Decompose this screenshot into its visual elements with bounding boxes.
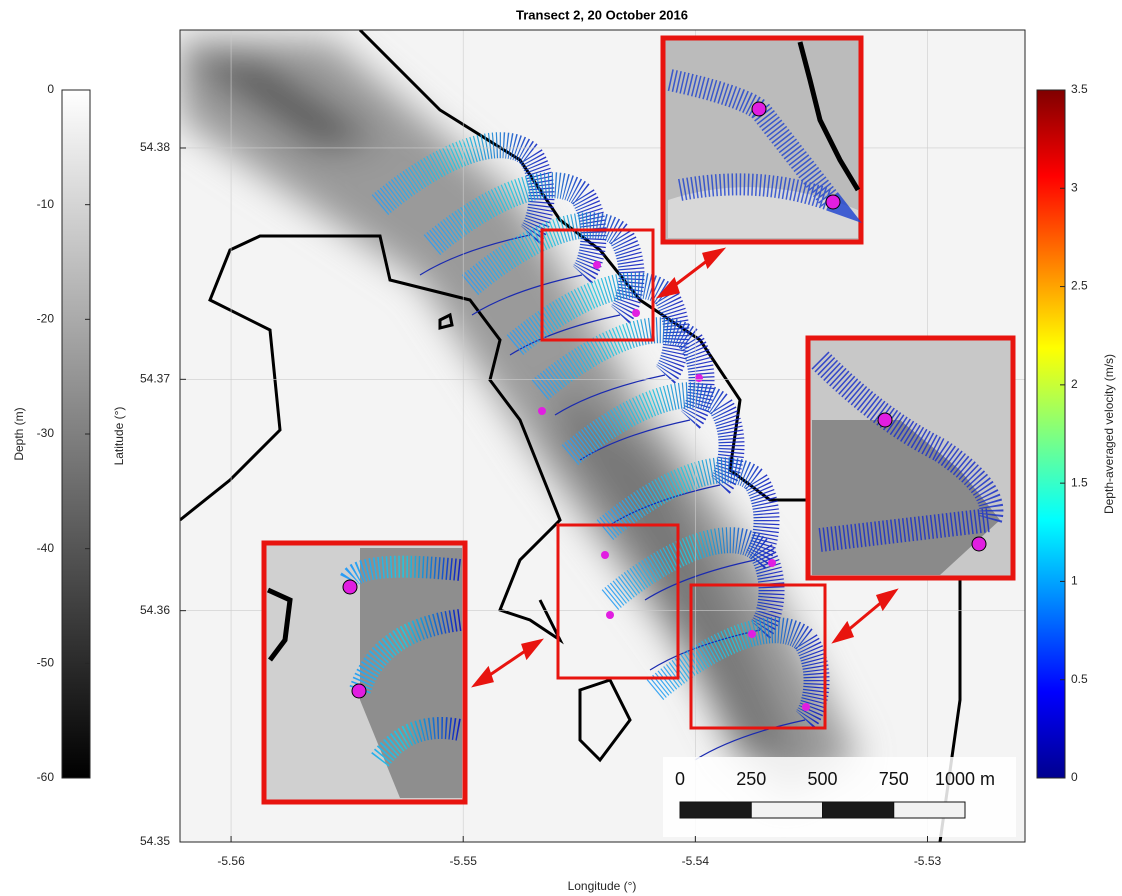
y-tick-label: 54.35 xyxy=(140,834,170,848)
colorbar-tick-label: -50 xyxy=(37,656,55,670)
station xyxy=(352,684,366,698)
colorbar-tick-label: 1.5 xyxy=(1071,475,1088,489)
colorbar-tick-label: 2 xyxy=(1071,377,1078,391)
colorbar-tick-label: 2.5 xyxy=(1071,279,1088,293)
colorbar-tick-label: -30 xyxy=(37,426,55,440)
y-tick-label: 54.37 xyxy=(140,371,170,385)
scale-bar-segment xyxy=(751,802,822,818)
colorbar-tick-label: 0 xyxy=(1071,770,1078,784)
scale-bar-segment xyxy=(823,802,894,818)
colorbar-tick-label: 3.5 xyxy=(1071,82,1088,96)
y-tick-label: 54.38 xyxy=(140,140,170,154)
station xyxy=(593,261,601,269)
x-tick-label: -5.53 xyxy=(914,854,942,868)
station xyxy=(972,537,986,551)
station xyxy=(826,195,840,209)
colorbar-tick-label: 1 xyxy=(1071,574,1078,588)
colorbar-tick-label: -60 xyxy=(37,770,55,784)
colorbar-tick-label: -10 xyxy=(37,197,55,211)
station xyxy=(538,407,546,415)
station xyxy=(632,309,640,317)
scale-bar-label: 750 xyxy=(879,769,909,789)
x-axis-label: Longitude (°) xyxy=(568,879,637,893)
x-tick-label: -5.55 xyxy=(450,854,478,868)
velocity-colorbar xyxy=(1037,90,1065,778)
station xyxy=(606,611,614,619)
colorbar-label: Depth (m) xyxy=(12,407,26,460)
colorbar-tick-label: 3 xyxy=(1071,180,1078,194)
station xyxy=(601,551,609,559)
station xyxy=(878,413,892,427)
station xyxy=(748,630,756,638)
x-tick-label: -5.54 xyxy=(682,854,710,868)
x-tick-label: -5.56 xyxy=(217,854,245,868)
station xyxy=(802,703,810,711)
colorbar-tick-label: -40 xyxy=(37,541,55,555)
colorbar-tick-label: -20 xyxy=(37,312,55,326)
colorbar-tick-label: 0.5 xyxy=(1071,672,1088,686)
scale-bar-label: 500 xyxy=(807,769,837,789)
station xyxy=(343,580,357,594)
scale-bar-panel: 0 250 500 750 1000 m xyxy=(663,757,1016,837)
scale-bar-label: 250 xyxy=(736,769,766,789)
colorbar-label: Depth-averaged velocity (m/s) xyxy=(1102,354,1116,514)
chart: Transect 2, 20 October 2016 xyxy=(0,0,1122,896)
scale-bar-segment xyxy=(680,802,751,818)
chart-title: Transect 2, 20 October 2016 xyxy=(516,7,688,22)
station xyxy=(768,559,776,567)
y-tick-label: 54.36 xyxy=(140,603,170,617)
y-axis-label: Latitude (°) xyxy=(112,407,126,466)
scale-bar-segment xyxy=(894,802,965,818)
colorbar-tick-label: 0 xyxy=(47,82,54,96)
station xyxy=(752,102,766,116)
station xyxy=(695,374,703,382)
scale-bar-label: 0 xyxy=(675,769,685,789)
scale-bar-label: 1000 m xyxy=(935,769,995,789)
